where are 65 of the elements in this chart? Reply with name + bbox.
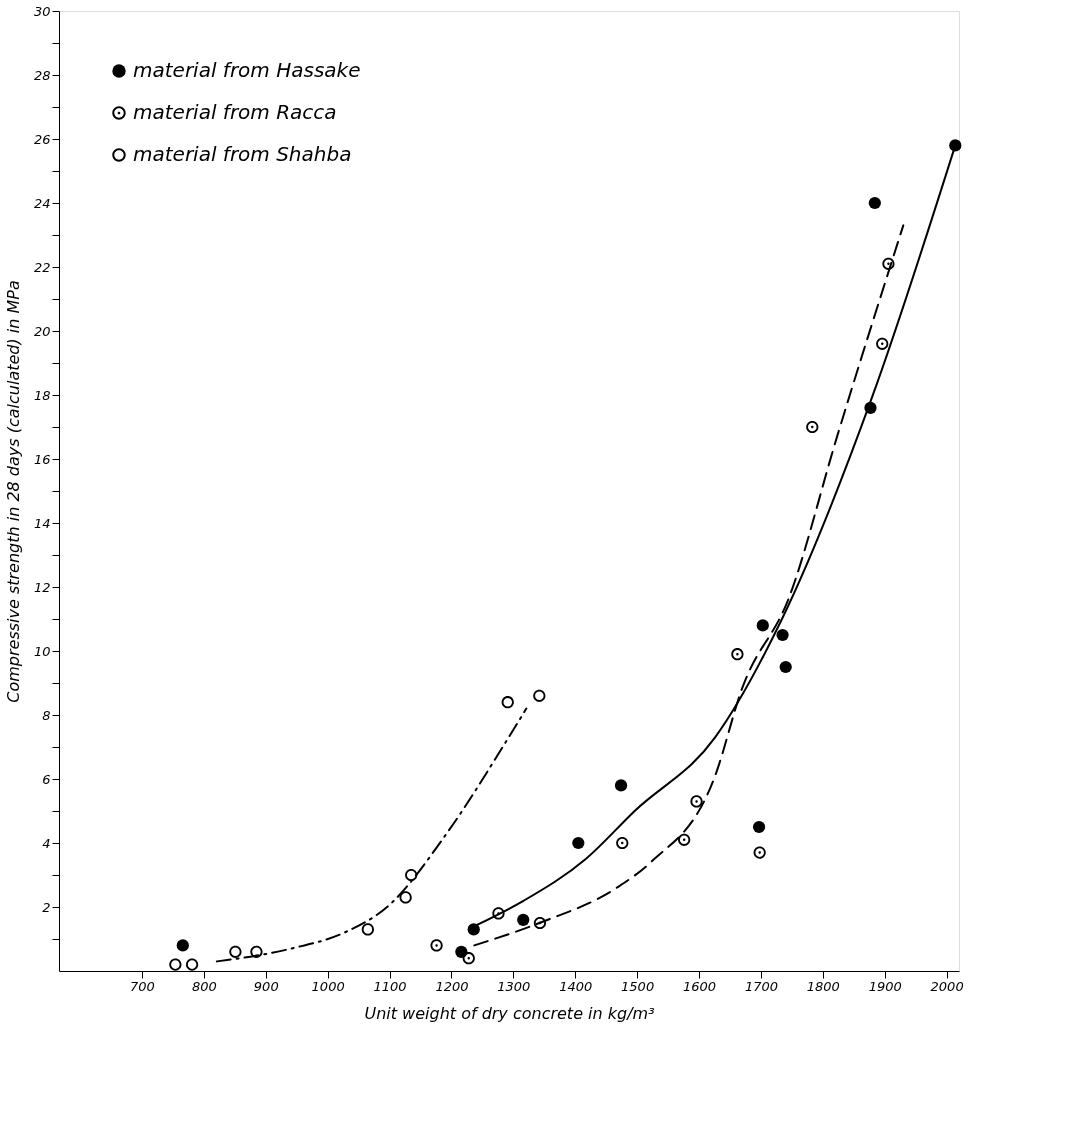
x-tick-label: 1100 [373,978,407,994]
point [430,939,443,952]
y-tick-label: 26 [33,131,51,147]
point [882,257,895,270]
point [169,958,182,971]
x-tick-label: 1800 [806,978,840,994]
y-tick-label: 10 [33,643,51,659]
y-tick-label: 30 [33,3,51,19]
y-tick-label: 4 [42,835,51,851]
y-tick-label: 20 [33,323,51,339]
legend-label: material from Hassake [133,58,361,82]
point [678,833,691,846]
point [776,628,789,642]
point [399,891,412,904]
x-tick-label: 1000 [311,978,345,994]
point [572,836,585,850]
point [176,939,189,952]
point [616,836,629,850]
point [752,820,766,834]
point [779,660,792,674]
point [250,945,263,958]
y-tick-label: 28 [33,67,51,83]
x-axis-title: Unit weight of dry concrete in kg/m³ [364,1003,655,1023]
point [517,913,530,926]
x-tick-label: 700 [130,978,155,994]
y-tick-label: 12 [33,579,51,595]
point [185,958,199,971]
point [533,916,547,930]
x-tick-label: 1900 [868,978,902,994]
point [533,689,546,702]
x-tick-label: 1600 [682,978,717,994]
y-axis-title: Compressive strength in 28 days (calculated) in MPa [3,280,23,703]
x-tick-label: 1500 [621,978,655,994]
x-tick-label: 900 [253,978,279,994]
x-tick-label: 800 [191,978,217,994]
point [876,337,889,350]
x-tick-label: 1300 [497,978,531,994]
x-tick-label: 1700 [744,978,778,994]
y-tick-label: 16 [33,451,51,467]
point [868,196,881,210]
y-tick-label: 2 [42,899,51,915]
y-tick-label: 8 [42,707,51,723]
point [501,696,514,709]
legend-label: material from Shahba [133,142,352,166]
point [361,923,374,936]
point [492,907,505,920]
y-tick-label: 6 [42,771,51,787]
point [229,945,242,958]
point [690,795,703,808]
x-tick-label: 2000 [930,978,964,994]
x-tick-label: 1200 [435,978,469,994]
line-series [215,707,528,963]
point [731,648,744,661]
y-tick-label: 18 [33,387,51,403]
point [405,868,418,882]
point [806,420,819,434]
y-tick-label: 24 [33,195,51,211]
y-tick-label: 22 [33,259,51,275]
point [753,846,766,859]
point [462,952,475,965]
x-tick-label: 1400 [559,978,593,994]
point [614,779,628,792]
y-tick-label: 14 [33,515,51,531]
point [756,619,769,632]
legend-label: material from Racca [133,100,337,124]
